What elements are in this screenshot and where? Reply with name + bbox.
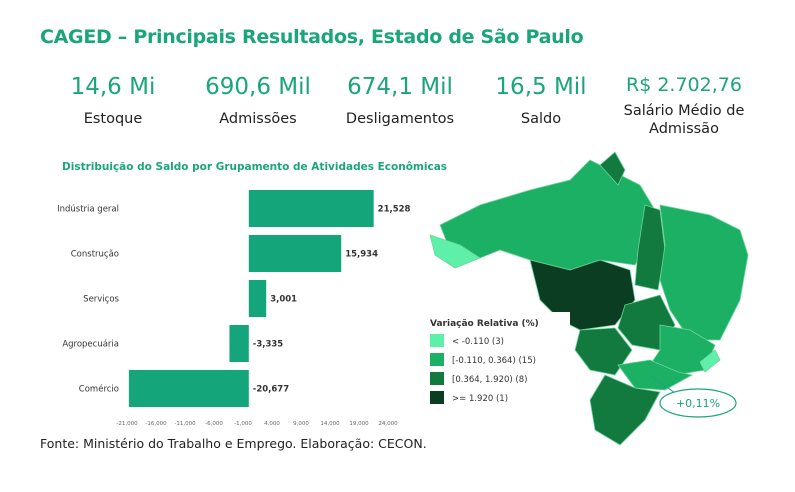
bar <box>128 370 249 407</box>
bar <box>248 235 342 272</box>
category-label: Indústria geral <box>57 205 119 215</box>
map-region-amapa <box>599 151 626 186</box>
legend-label: [-0.110, 0.364) (15) <box>452 356 536 366</box>
category-label: Construção <box>71 250 119 260</box>
legend-swatch <box>430 334 444 347</box>
stat-value: 674,1 Mil <box>347 74 453 100</box>
map-region-rj <box>699 349 721 373</box>
legend: < -0.110 (3) [-0.110, 0.364) (15) [0.364, … <box>430 334 536 404</box>
footer-source: Fonte: Ministério do Trabalho e Emprego.… <box>40 436 427 451</box>
stat-saldo: 16,5 Mil Saldo <box>466 74 616 128</box>
legend-box <box>425 312 570 414</box>
legend-label: [0.364, 1.920) (8) <box>452 375 527 385</box>
page-title: CAGED – Principais Resultados, Estado de… <box>40 26 584 48</box>
stat-salario: R$ 2.702,76 Salário Médio de Admissão <box>614 74 754 138</box>
stat-value: 14,6 Mi <box>70 74 156 100</box>
data-label: 15,934 <box>345 250 378 260</box>
map-region-acre <box>429 234 481 269</box>
stat-label: Desligamentos <box>345 111 455 127</box>
stat-label: Estoque <box>83 111 143 127</box>
x-tick-label: 9,000 <box>293 421 309 427</box>
x-tick-label: 19,000 <box>349 421 369 427</box>
map-region-south <box>589 374 661 446</box>
stat-value: R$ 2.702,76 <box>626 74 742 96</box>
legend-swatch <box>430 372 444 385</box>
bar-chart: Indústria geral 21,528 Construção 15,934 Ser… <box>57 190 411 427</box>
bar <box>229 325 249 362</box>
stat-admissoes: 690,6 Mil Admissões <box>183 74 333 128</box>
x-tick-label: 14,000 <box>320 421 340 427</box>
stat-value: 16,5 Mil <box>495 74 587 100</box>
legend-title: Variação Relativa (%) <box>430 319 539 329</box>
stat-value: 690,6 Mil <box>205 74 311 100</box>
category-label: Comércio <box>79 384 119 395</box>
legend-label: >= 1.920 (1) <box>452 394 508 404</box>
x-tick-label: 24,000 <box>378 421 398 427</box>
x-tick-label: -1,000 <box>234 421 252 427</box>
x-tick-label: 4,000 <box>264 421 280 427</box>
brazil-map: +0,11% Variação Relativa (%) < -0.110 (3… <box>425 151 749 446</box>
map-region-northeast <box>659 204 749 341</box>
stat-label: Admissões <box>219 111 297 127</box>
stat-label: Saldo <box>520 111 562 127</box>
callout-text: +0,11% <box>676 397 720 410</box>
data-label: -20,677 <box>253 385 289 395</box>
data-label: 3,001 <box>270 295 297 305</box>
legend-swatch <box>430 353 444 366</box>
stat-label: Salário Médio de Admissão <box>623 103 745 137</box>
category-label: Serviços <box>83 295 119 305</box>
chart-title: Distribuição do Saldo por Grupamento de … <box>62 161 448 173</box>
data-label: 21,528 <box>378 205 411 215</box>
map-region-mg <box>649 324 716 376</box>
stat-estoque: 14,6 Mi Estoque <box>38 74 188 128</box>
map-region-tocantins <box>634 204 666 291</box>
legend-label: < -0.110 (3) <box>452 337 504 347</box>
x-tick-label: -6,000 <box>205 421 223 427</box>
map-region-ms <box>574 327 633 376</box>
stat-desligamentos: 674,1 Mil Desligamentos <box>325 74 475 128</box>
x-tick-label: -11,000 <box>174 421 196 427</box>
category-label: Agropecuária <box>62 340 119 350</box>
bar <box>248 280 267 317</box>
legend-swatch <box>430 391 444 404</box>
x-tick-label: -21,000 <box>116 421 138 427</box>
callout-bubble <box>659 388 737 418</box>
data-label: -3,335 <box>253 340 283 350</box>
bar <box>248 190 374 227</box>
x-tick-label: -16,000 <box>145 421 167 427</box>
